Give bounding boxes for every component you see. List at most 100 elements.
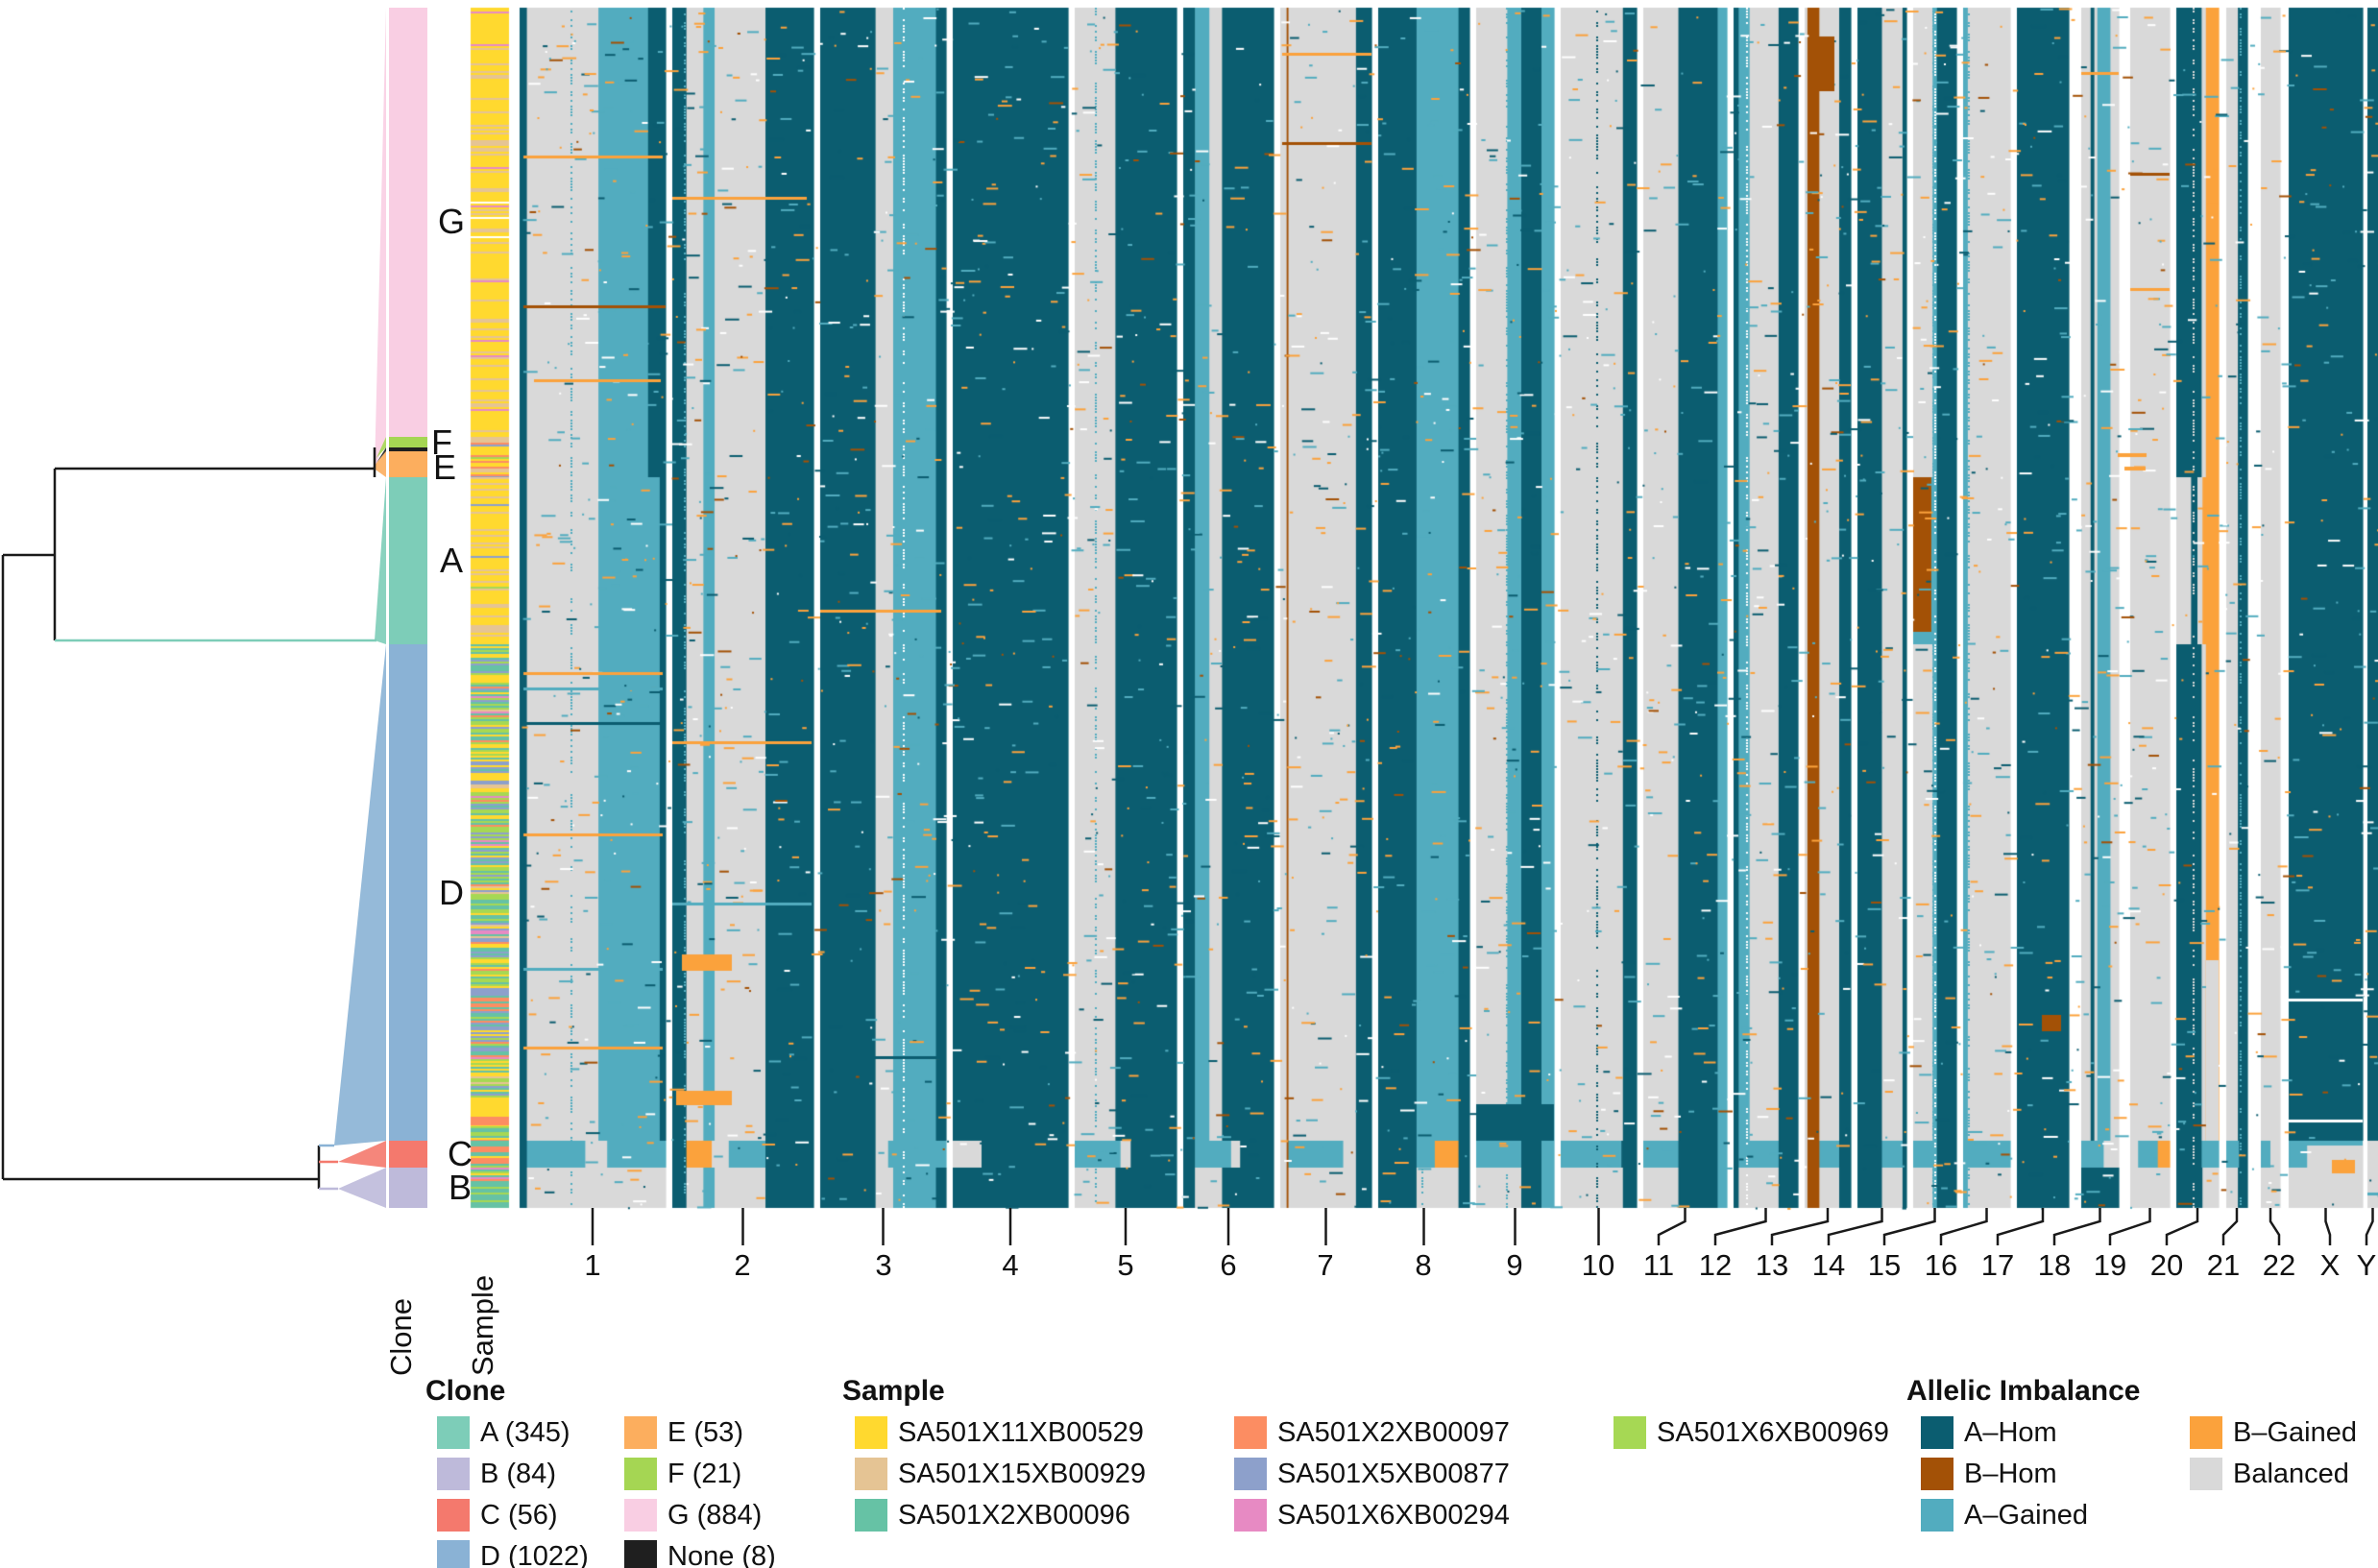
dendrogram-leaf-fan — [338, 1168, 386, 1208]
dendrogram-leaf-fan — [373, 451, 386, 477]
legend-label-sample-0-0: SA501X11XB00529 — [898, 1417, 1144, 1448]
chromosome-label-5: 5 — [1117, 1248, 1134, 1282]
chromosome-tick — [1996, 1208, 2045, 1245]
chromosome-tick — [1882, 1208, 1936, 1245]
legend-label-clone-0-0: A (345) — [480, 1417, 570, 1448]
clone-block-label-F: F — [431, 422, 452, 462]
legend-label-clone-1-2: G (884) — [667, 1500, 763, 1531]
chromosome-label-1: 1 — [584, 1248, 601, 1282]
sample-axis-label: Sample — [466, 1274, 499, 1376]
chromosome-tick — [1827, 1208, 1883, 1245]
clone-block-label-E: E — [432, 447, 457, 487]
chromosome-tick — [1713, 1208, 1767, 1245]
legend-label-sample-0-1: SA501X15XB00929 — [898, 1459, 1146, 1489]
legend-swatch-sample-2-0 — [1614, 1416, 1646, 1449]
legend-swatch-clone-0-2 — [437, 1499, 470, 1532]
clone-block-label-C: C — [448, 1134, 473, 1173]
legend-swatch-sample-0-1 — [855, 1458, 887, 1490]
clone-block-label-B: B — [448, 1168, 473, 1207]
clone-bar-block-C — [389, 1141, 427, 1168]
legend-swatch-clone-1-2 — [624, 1499, 657, 1532]
clone-bar-block-F — [389, 437, 427, 447]
legend-swatch-clone-1-0 — [624, 1416, 657, 1449]
clone-block-label-A: A — [439, 541, 464, 580]
chromosome-tick — [2221, 1208, 2239, 1245]
chromosome-tick — [1770, 1208, 1830, 1245]
chromosome-tick — [1657, 1208, 1686, 1245]
chromosome-tick — [2324, 1208, 2332, 1245]
legend-sample-title: Sample — [842, 1375, 945, 1407]
chromosome-label-13: 13 — [1755, 1248, 1789, 1282]
chromosome-label-6: 6 — [1220, 1248, 1237, 1282]
chromosome-label-9: 9 — [1506, 1248, 1523, 1282]
legend-label-allelic-0-1: B–Hom — [1964, 1459, 2057, 1489]
legend-swatch-sample-1-2 — [1234, 1499, 1267, 1532]
dendrogram-leaf-fan — [334, 644, 386, 1146]
chromosome-label-7: 7 — [1317, 1248, 1334, 1282]
clone-bar-block-B — [389, 1168, 427, 1208]
chromosome-label-18: 18 — [2037, 1248, 2072, 1282]
chromosome-label-12: 12 — [1698, 1248, 1733, 1282]
chromosome-label-3: 3 — [875, 1248, 892, 1282]
clone-block-label-D: D — [439, 873, 464, 912]
legend-swatch-clone-0-1 — [437, 1458, 470, 1490]
legend-label-allelic-1-1: Balanced — [2233, 1459, 2349, 1489]
chromosome-label-11: 11 — [1642, 1248, 1675, 1282]
chromosome-label-2: 2 — [734, 1248, 751, 1282]
chromosome-tick — [2365, 1208, 2374, 1245]
legend-swatch-clone-1-3 — [624, 1540, 657, 1568]
legend-swatch-clone-0-3 — [437, 1540, 470, 1568]
clone-bar-block-G — [389, 8, 427, 437]
legend-label-allelic-1-0: B–Gained — [2233, 1417, 2357, 1448]
clone-block-label-G: G — [437, 202, 466, 241]
clone-bar-block-D — [389, 644, 427, 1141]
chromosome-label-21: 21 — [2206, 1248, 2241, 1282]
chromosome-tick — [2269, 1208, 2281, 1245]
clone-bar-block-A — [389, 477, 427, 644]
legend-swatch-sample-0-0 — [855, 1416, 887, 1449]
legend-swatch-allelic-0-0 — [1921, 1416, 1953, 1449]
legend-swatch-sample-1-1 — [1234, 1458, 1267, 1490]
legend-swatch-allelic-0-1 — [1921, 1458, 1953, 1490]
legend-label-allelic-0-0: A–Hom — [1964, 1417, 2057, 1448]
legend-label-sample-2-0: SA501X6XB00969 — [1657, 1417, 1889, 1448]
chromosome-tick — [2165, 1208, 2199, 1245]
chromosome-label-19: 19 — [2093, 1248, 2127, 1282]
chromosome-tick — [2052, 1208, 2101, 1245]
legend-swatch-sample-1-0 — [1234, 1416, 1267, 1449]
chromosome-label-16: 16 — [1924, 1248, 1958, 1282]
legend-swatch-clone-0-0 — [437, 1416, 470, 1449]
legend-label-clone-0-1: B (84) — [480, 1459, 556, 1489]
legend-label-clone-1-1: F (21) — [667, 1459, 742, 1489]
legend-swatch-allelic-1-1 — [2190, 1458, 2222, 1490]
chromosome-label-8: 8 — [1415, 1248, 1432, 1282]
legend-allelic-title: Allelic Imbalance — [1906, 1375, 2141, 1407]
legend-swatch-allelic-0-2 — [1921, 1499, 1953, 1532]
dendrogram-leaf-fan — [376, 447, 386, 463]
chromosome-label-4: 4 — [1002, 1248, 1019, 1282]
legend-label-sample-1-0: SA501X2XB00097 — [1277, 1417, 1510, 1448]
legend-label-clone-1-0: E (53) — [667, 1417, 743, 1448]
chromosome-tick — [1939, 1208, 1988, 1245]
chromosome-label-Y: Y — [2356, 1248, 2377, 1282]
legend-swatch-clone-1-1 — [624, 1458, 657, 1490]
chromosome-label-14: 14 — [1811, 1248, 1846, 1282]
legend-label-clone-0-2: C (56) — [480, 1500, 558, 1531]
chromosome-tick — [2108, 1208, 2151, 1245]
chromosome-label-20: 20 — [2149, 1248, 2184, 1282]
legend-label-allelic-0-2: A–Gained — [1964, 1500, 2088, 1531]
clone-bar-block-E — [389, 451, 427, 477]
legend-swatch-sample-0-2 — [855, 1499, 887, 1532]
dendrogram-leaf-fan — [375, 477, 386, 644]
dendrogram-leaf-fan — [338, 1141, 386, 1168]
clone-bar-block-None — [389, 447, 427, 451]
chromosome-label-17: 17 — [1980, 1248, 2015, 1282]
chromosome-label-10: 10 — [1581, 1248, 1615, 1282]
chromosome-label-15: 15 — [1867, 1248, 1902, 1282]
legend-label-clone-0-3: D (1022) — [480, 1541, 589, 1568]
chromosome-label-22: 22 — [2262, 1248, 2296, 1282]
dendrogram-leaf-fan — [376, 437, 386, 458]
legend-label-sample-1-1: SA501X5XB00877 — [1277, 1459, 1510, 1489]
